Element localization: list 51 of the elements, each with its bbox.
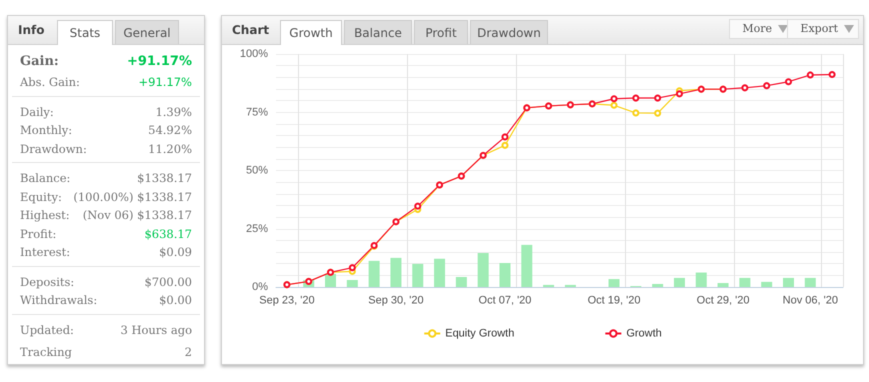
legend-label: Growth [626, 328, 662, 340]
text: (Nov 06) $1338.17 [82, 208, 192, 222]
text: Growth [280, 20, 342, 45]
text: 3 Hours ago [120, 322, 192, 336]
text: Withdrawals: [20, 293, 98, 307]
text: Deposits: [20, 274, 74, 288]
x-tick-label: Oct 07, '20 [478, 294, 532, 306]
text: Balance [344, 20, 412, 44]
text: Drawdown: [20, 142, 87, 156]
x-tick-label: Oct 19, '20 [588, 294, 640, 306]
text: Export [787, 19, 859, 39]
text: Daily: [20, 104, 54, 118]
chart-title: Chart [232, 23, 270, 37]
text: $1338.17 [137, 171, 192, 185]
text: Stats [57, 20, 113, 45]
text: +91.17% [126, 54, 192, 69]
text: $638.17 [144, 226, 192, 240]
text: Monthly: [20, 123, 72, 137]
text: Abs. Gain: [20, 75, 80, 89]
text: Tracking [20, 345, 72, 359]
text: More [729, 19, 793, 39]
text: Drawdown [470, 20, 548, 44]
text: Profit: [20, 226, 56, 240]
y-tick-label: 25% [246, 222, 268, 235]
text: Gain: [20, 54, 59, 69]
text: Balance: [20, 171, 70, 185]
text: Updated: [20, 322, 74, 336]
text: Profit [414, 20, 468, 44]
legend-label: Equity Growth [445, 328, 514, 340]
text: Highest: [20, 208, 70, 222]
y-tick-label: 100% [240, 48, 268, 60]
x-tick-label: Nov 06, '20 [782, 294, 838, 306]
y-tick-label: 75% [246, 106, 268, 118]
text: (100.00%) $1338.17 [73, 190, 192, 204]
x-tick-label: Oct 29, '20 [696, 294, 750, 306]
x-tick-label: Sep 23, '20 [259, 294, 315, 306]
text: 54.92% [148, 123, 192, 137]
text: 1.39% [155, 104, 192, 118]
y-tick-label: 0% [252, 281, 268, 293]
x-tick-label: Sep 30, '20 [368, 294, 424, 306]
text: 11.20% [148, 142, 192, 156]
y-tick-label: 50% [246, 164, 268, 176]
text: $700.00 [144, 274, 192, 288]
text: 2 [184, 345, 192, 359]
text: Equity: [20, 190, 62, 204]
text: +91.17% [138, 75, 192, 89]
text: Interest: [20, 245, 70, 259]
text: $0.00 [159, 293, 192, 307]
text: $0.09 [159, 245, 192, 259]
text: Info [18, 23, 44, 37]
text: General [115, 20, 179, 44]
